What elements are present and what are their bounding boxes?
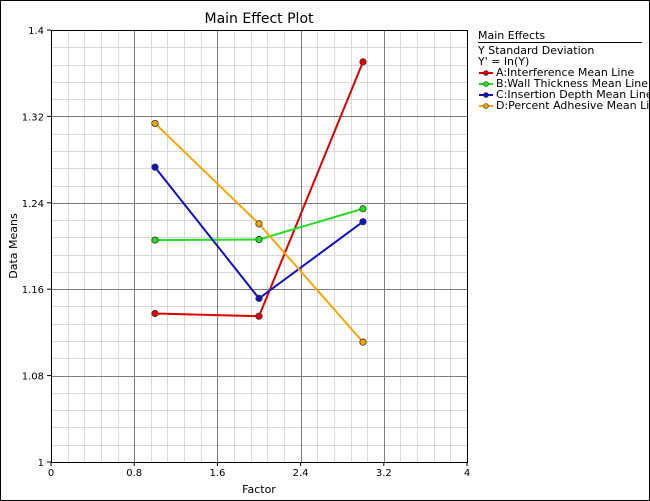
legend-entry: C:Insertion Depth Mean Line [478, 89, 650, 100]
x-tick-label: 3.2 [376, 468, 392, 479]
legend-label: A:Interference Mean Line [496, 66, 635, 79]
plot-border [51, 30, 468, 463]
x-tick-label: 2.4 [293, 468, 309, 479]
series-3 [151, 163, 367, 302]
legend-subtitle-transform: Y' = ln(Y) [478, 55, 530, 68]
legend-entries: A:Interference Mean Line B:Wall Thickness… [478, 67, 650, 111]
data-point [359, 58, 367, 66]
data-point [255, 294, 263, 302]
data-point [255, 312, 263, 320]
chart-title: Main Effect Plot [205, 11, 315, 27]
series-4 [151, 119, 367, 346]
plot-area [51, 30, 467, 462]
legend-swatch [479, 91, 493, 98]
y-tick-label: 1.32 [22, 112, 44, 123]
legend-swatch [479, 102, 493, 109]
x-axis-label: Factor [242, 483, 276, 496]
series-1 [151, 58, 367, 320]
legend-title: Main Effects [478, 30, 642, 43]
legend-swatch [479, 69, 493, 76]
data-point [151, 163, 159, 171]
data-point [359, 205, 367, 213]
data-point [255, 235, 263, 244]
legend: Main Effects Y Standard Deviation Y' = l… [478, 30, 650, 111]
data-point [151, 236, 159, 244]
series-2 [151, 205, 367, 244]
data-point [359, 338, 367, 346]
x-tick-label: 0 [48, 468, 54, 479]
tick-labels: 0 0.8 1.6 2.4 3.2 4 1 1.08 1.16 1.24 1.32 1.4 [22, 26, 470, 479]
y-axis-label: Data Means [7, 213, 20, 279]
y-tick-label: 1.16 [22, 285, 44, 296]
data-point [151, 119, 159, 128]
x-tick-label: 0.8 [126, 468, 142, 479]
y-tick-label: 1 [38, 458, 44, 469]
data-point [151, 309, 159, 318]
y-tick-label: 1.24 [22, 199, 44, 210]
legend-subtitle-response: Y Standard Deviation [478, 44, 595, 57]
legend-entry: B:Wall Thickness Mean Line [478, 78, 648, 89]
data-point [255, 220, 263, 228]
legend-swatch [479, 80, 493, 87]
series-layer [151, 58, 367, 346]
legend-label: C:Insertion Depth Mean Line [496, 88, 650, 101]
legend-label: B:Wall Thickness Mean Line [496, 77, 649, 90]
legend-entry: D:Percent Adhesive Mean Line [478, 100, 650, 111]
minor-gridlines [51, 30, 467, 462]
x-tick-label: 4 [464, 468, 470, 479]
y-tick-label: 1.4 [28, 26, 44, 37]
legend-entry: A:Interference Mean Line [478, 67, 642, 78]
y-tick-label: 1.08 [22, 372, 44, 383]
legend-label: D:Percent Adhesive Mean Line [496, 99, 650, 112]
x-tick-label: 1.6 [209, 468, 225, 479]
data-point [359, 218, 367, 226]
